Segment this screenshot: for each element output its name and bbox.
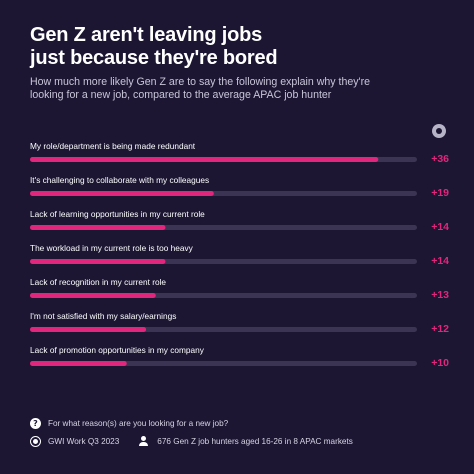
sample-text: 676 Gen Z job hunters aged 16-26 in 8 AP… <box>157 437 353 446</box>
category-label: The workload in my current role is too h… <box>30 243 194 253</box>
bar <box>30 157 379 162</box>
gwi-respondent-icon <box>432 124 446 138</box>
subtitle-line-2: looking for a new job, compared to the a… <box>30 89 332 101</box>
bar <box>30 259 166 264</box>
gwi-logo-icon <box>30 436 41 447</box>
category-label: I'm not satisfied with my salary/earning… <box>30 311 176 321</box>
category-label: Lack of promotion opportunities in my co… <box>30 345 205 355</box>
value-label: +14 <box>431 221 449 233</box>
bar-chart: My role/department is being made redunda… <box>30 141 449 369</box>
question-text: For what reason(s) are you looking for a… <box>48 419 229 428</box>
footer-source: GWI Work Q3 2023 676 Gen Z job hunters a… <box>30 436 353 447</box>
value-label: +19 <box>431 187 449 199</box>
bar <box>30 361 127 366</box>
title-line-2: just because they're bored <box>30 47 278 69</box>
category-label: My role/department is being made redunda… <box>30 141 196 151</box>
bar <box>30 327 147 332</box>
bar <box>30 191 214 196</box>
value-label: +13 <box>431 289 449 301</box>
chart-title: Gen Z aren't leaving jobs just because t… <box>30 24 450 70</box>
question-icon: ? <box>30 418 41 429</box>
value-label: +10 <box>431 357 449 369</box>
category-label: Lack of recognition in my current role <box>30 277 166 287</box>
footer-question: ? For what reason(s) are you looking for… <box>30 418 228 429</box>
value-label: +12 <box>431 323 449 335</box>
value-label: +36 <box>431 153 449 165</box>
source-text: GWI Work Q3 2023 <box>48 437 120 446</box>
category-label: Lack of learning opportunities in my cur… <box>30 209 205 219</box>
title-line-1: Gen Z aren't leaving jobs <box>30 24 263 46</box>
bar <box>30 225 166 230</box>
subtitle-line-1: How much more likely Gen Z are to say th… <box>30 76 370 88</box>
people-icon <box>139 436 150 447</box>
value-label: +14 <box>431 255 449 267</box>
category-label: It's challenging to collaborate with my … <box>30 175 209 185</box>
bar <box>30 293 156 298</box>
bar-track <box>30 361 417 366</box>
chart-subtitle: How much more likely Gen Z are to say th… <box>30 76 450 102</box>
